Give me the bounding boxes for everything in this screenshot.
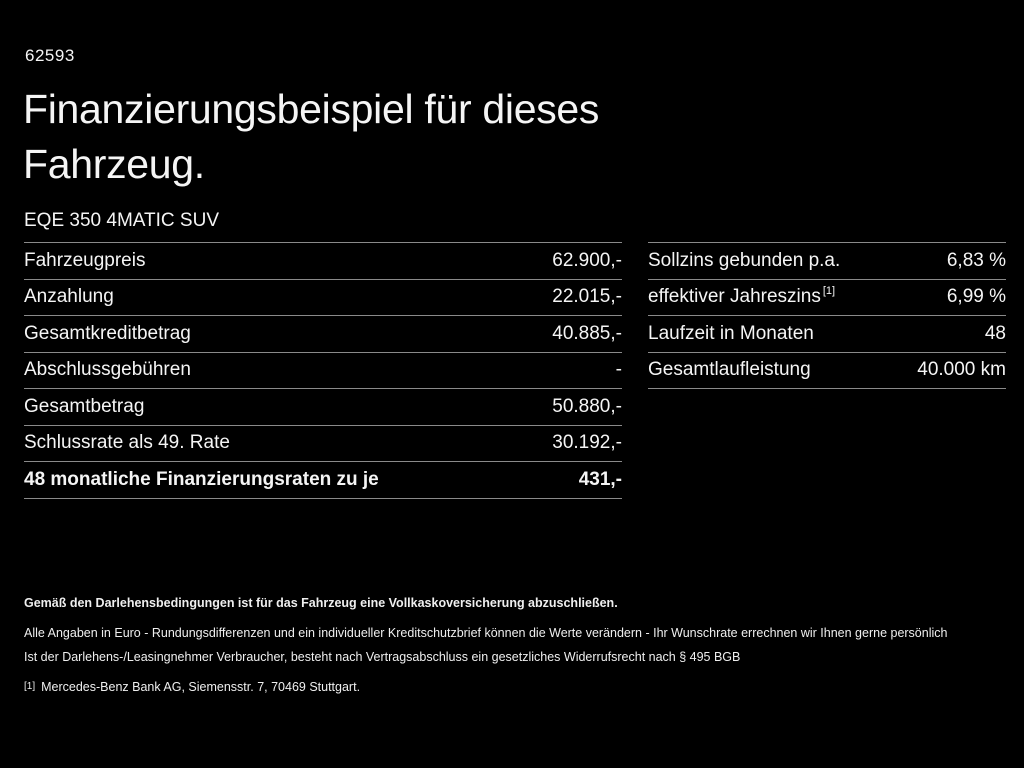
row-value: 40.885,- — [552, 322, 622, 344]
table-row-laufzeit: Laufzeit in Monaten 48 — [648, 316, 1006, 353]
row-label: Gesamtlaufleistung — [648, 359, 811, 381]
row-value: - — [615, 359, 622, 381]
table-row-monatsrate: 48 monatliche Finanzierungsraten zu je 4… — [24, 462, 622, 499]
row-label: Gesamtkreditbetrag — [24, 322, 191, 344]
disclaimer-line-2: Ist der Darlehens-/Leasingnehmer Verbrau… — [24, 650, 741, 665]
row-label: Gesamtbetrag — [24, 395, 145, 417]
row-label: effektiver Jahreszins [1] — [648, 284, 836, 308]
insurance-note: Gemäß den Darlehensbedingungen ist für d… — [24, 596, 618, 610]
row-label-text: effektiver Jahreszins — [648, 286, 821, 308]
row-value: 30.192,- — [552, 432, 622, 454]
row-value: 62.900,- — [552, 249, 622, 271]
conditions-table: Sollzins gebunden p.a. 6,83 % effektiver… — [648, 242, 1006, 389]
table-row-gesamtlaufleistung: Gesamtlaufleistung 40.000 km — [648, 353, 1006, 389]
table-row-sollzins: Sollzins gebunden p.a. 6,83 % — [648, 243, 1006, 280]
row-label: 48 monatliche Finanzierungsraten zu je — [24, 468, 379, 490]
table-row-gesamtbetrag: Gesamtbetrag 50.880,- — [24, 389, 622, 426]
page-title: Finanzierungsbeispiel für dieses Fahrzeu… — [23, 82, 599, 192]
footnote-marker: [1] — [24, 680, 36, 692]
row-value: 6,99 % — [946, 286, 1006, 308]
row-value: 6,83 % — [946, 249, 1006, 271]
row-value: 431,- — [578, 468, 622, 490]
legal-footer: Gemäß den Darlehensbedingungen ist für d… — [24, 596, 1000, 696]
disclaimer-line-1: Alle Angaben in Euro - Rundungsdifferenz… — [24, 625, 948, 640]
page-title-line1: Finanzierungsbeispiel für dieses — [23, 86, 600, 132]
row-label: Abschlussgebühren — [24, 359, 191, 381]
row-label: Schlussrate als 49. Rate — [24, 432, 230, 454]
footnote: [1] Mercedes-Benz Bank AG, Siemensstr. 7,… — [24, 680, 1000, 696]
table-row-schlussrate: Schlussrate als 49. Rate 30.192,- — [24, 426, 622, 462]
vehicle-model: EQE 350 4MATIC SUV — [24, 210, 219, 231]
table-row-fahrzeugpreis: Fahrzeugpreis 62.900,- — [24, 243, 622, 280]
table-row-abschlussgebuehren: Abschlussgebühren - — [24, 353, 622, 389]
page-title-line2: Fahrzeug. — [23, 141, 205, 187]
footnote-reference: [1] — [822, 284, 836, 297]
row-label: Fahrzeugpreis — [24, 249, 146, 271]
row-value: 40.000 km — [917, 359, 1006, 381]
row-value: 48 — [984, 322, 1006, 344]
reference-number: 62593 — [25, 46, 75, 65]
table-row-effektiver-jahreszins: effektiver Jahreszins [1] 6,99 % — [648, 280, 1006, 316]
row-label: Anzahlung — [24, 286, 114, 308]
row-label: Laufzeit in Monaten — [648, 322, 814, 344]
table-row-anzahlung: Anzahlung 22.015,- — [24, 280, 622, 316]
finance-table: Fahrzeugpreis 62.900,- Anzahlung 22.015,… — [24, 242, 622, 499]
row-label: Sollzins gebunden p.a. — [648, 249, 841, 271]
row-value: 50.880,- — [552, 395, 622, 417]
footnote-text: Mercedes-Benz Bank AG, Siemensstr. 7, 70… — [41, 679, 361, 694]
table-row-gesamtkreditbetrag: Gesamtkreditbetrag 40.885,- — [24, 316, 622, 353]
row-value: 22.015,- — [552, 286, 622, 308]
